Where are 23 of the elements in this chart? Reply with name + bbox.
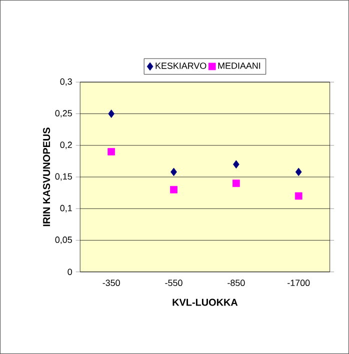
point bbox=[295, 168, 302, 176]
x-tick-label: -550 bbox=[165, 280, 182, 286]
point bbox=[232, 160, 240, 169]
point bbox=[232, 180, 240, 188]
point bbox=[170, 168, 177, 176]
x-tick-label: -850 bbox=[228, 280, 245, 286]
x-tick-label: -1700 bbox=[288, 280, 310, 286]
y-tick-label: 0,05 bbox=[55, 236, 72, 244]
point bbox=[108, 110, 115, 118]
legend-label: KESKIARVO bbox=[156, 62, 206, 69]
y-axis-title: IRIN KASVUNOPEUS bbox=[43, 128, 50, 226]
point bbox=[108, 148, 116, 156]
y-tick-label: 0,25 bbox=[55, 110, 72, 118]
y-tick-label: 0,1 bbox=[60, 204, 72, 212]
y-tick-label: 0,3 bbox=[60, 78, 72, 86]
point bbox=[170, 186, 178, 194]
y-tick-label: 0 bbox=[68, 268, 72, 276]
legend-label: MEDIAANI bbox=[218, 62, 260, 69]
y-tick-label: 0,2 bbox=[60, 142, 72, 150]
x-axis-title: KVL-LUOKKA bbox=[172, 298, 238, 306]
point bbox=[294, 192, 302, 200]
y-tick-label: 0,15 bbox=[55, 173, 72, 181]
x-tick-label: -350 bbox=[102, 280, 120, 286]
